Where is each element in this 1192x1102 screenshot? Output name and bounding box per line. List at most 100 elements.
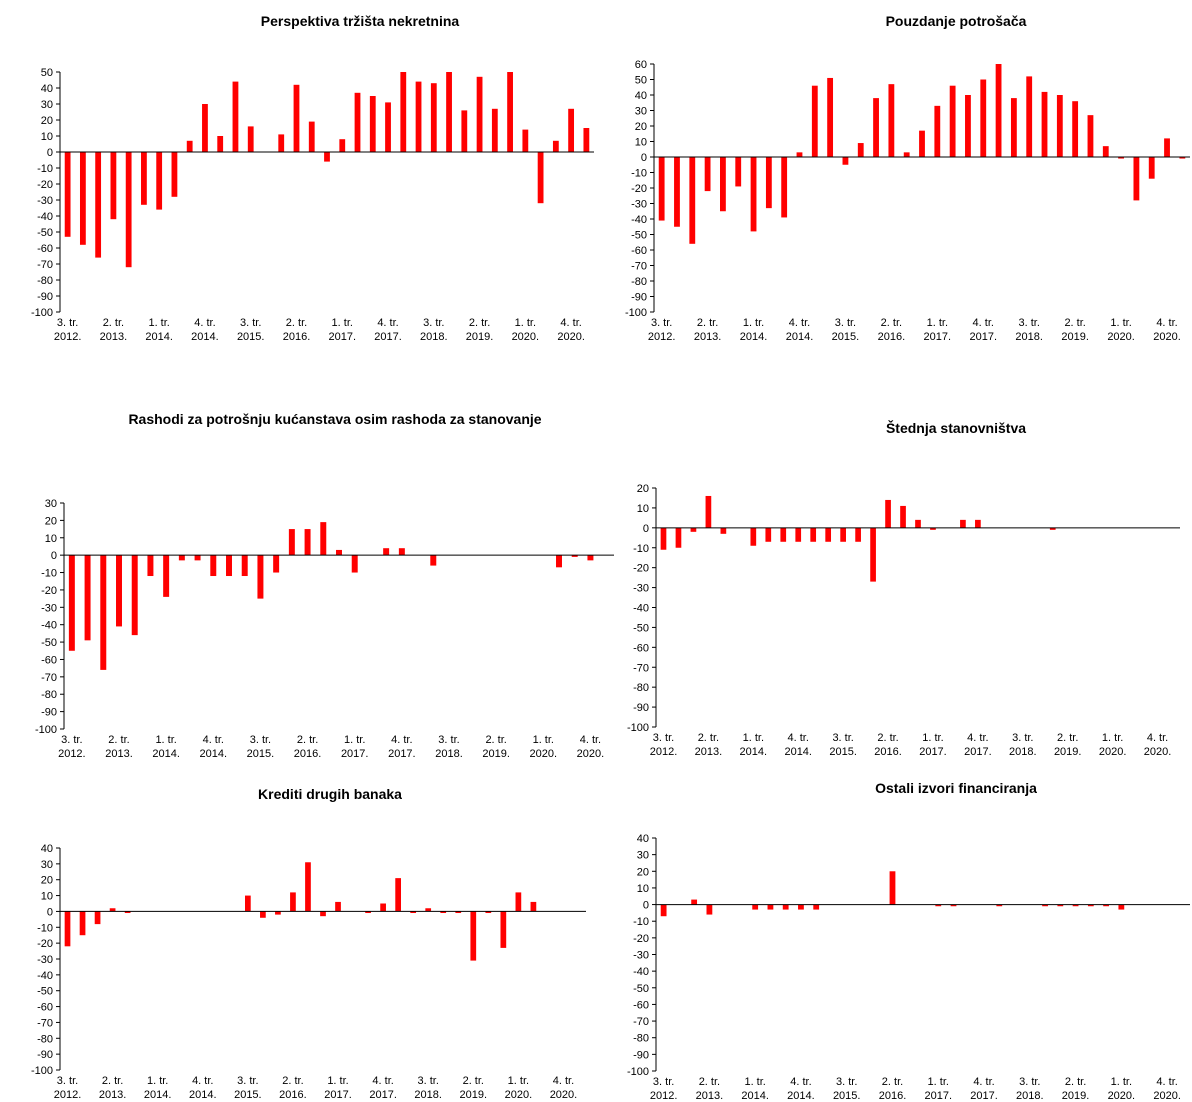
bar — [260, 911, 266, 918]
y-tick-label: -60 — [633, 999, 649, 1011]
y-tick-label: -30 — [41, 602, 57, 614]
bar — [308, 121, 315, 152]
x-tick-label-year: 2013. — [695, 746, 723, 758]
y-tick-label: -50 — [37, 227, 53, 239]
y-tick-label: -100 — [627, 1066, 649, 1078]
bar — [257, 555, 264, 599]
x-tick-label-year: 2019. — [482, 748, 510, 760]
x-tick-label-year: 2018. — [435, 748, 463, 760]
x-tick-label-quarter: 2. tr. — [102, 1075, 123, 1087]
x-tick-label-year: 2012. — [650, 1090, 678, 1102]
bar — [689, 157, 696, 244]
x-tick-label-quarter: 1. tr. — [922, 732, 943, 744]
x-tick-label-quarter: 3. tr. — [1019, 1076, 1040, 1088]
y-tick-label: 10 — [637, 883, 649, 895]
x-tick-label-quarter: 2. tr. — [108, 734, 129, 746]
x-tick-label-quarter: 1. tr. — [155, 734, 176, 746]
bar — [440, 911, 447, 914]
bar — [857, 143, 864, 157]
bar — [798, 904, 804, 910]
y-tick-label: -20 — [37, 938, 53, 950]
bar — [217, 136, 224, 152]
y-tick-label: 0 — [643, 900, 649, 912]
x-tick-label-quarter: 1. tr. — [1102, 732, 1123, 744]
bar — [64, 152, 71, 237]
x-tick-label-quarter: 1. tr. — [148, 317, 169, 329]
x-tick-label-year: 2017. — [341, 748, 369, 760]
y-tick-label: -100 — [35, 724, 57, 736]
bar — [949, 85, 956, 157]
x-tick-label-quarter: 4. tr. — [203, 734, 224, 746]
x-tick-label-year: 2020. — [1108, 1090, 1136, 1102]
x-tick-label-quarter: 1. tr. — [743, 317, 764, 329]
x-tick-label-quarter: 1. tr. — [744, 1076, 765, 1088]
bar — [930, 527, 936, 530]
bar — [583, 128, 590, 152]
bar — [752, 904, 759, 910]
x-tick-label-year: 2020. — [530, 748, 558, 760]
y-tick-label: -90 — [633, 1049, 649, 1061]
x-tick-label-year: 2018. — [1009, 746, 1037, 758]
bar — [400, 72, 407, 152]
chart-title: Štednja stanovništva — [885, 420, 1027, 436]
y-tick-label: -80 — [633, 682, 649, 694]
chart-title: Ostali izvori financiranja — [875, 780, 1037, 796]
x-tick-label-quarter: 2. tr. — [1065, 1076, 1086, 1088]
x-tick-label-year: 2014. — [152, 748, 180, 760]
x-tick-label-quarter: 4. tr. — [790, 1076, 811, 1088]
bar — [960, 519, 966, 528]
y-tick-label: -90 — [631, 292, 647, 304]
x-tick-label-year: 2016. — [878, 331, 906, 343]
bar — [446, 72, 452, 152]
y-tick-label: -30 — [633, 950, 649, 962]
bar — [1148, 157, 1155, 179]
x-tick-label-quarter: 3. tr. — [832, 732, 853, 744]
y-tick-label: -70 — [633, 1016, 649, 1028]
x-tick-label-quarter: 1. tr. — [1110, 317, 1131, 329]
bar — [476, 76, 483, 152]
x-tick-label-quarter: 4. tr. — [973, 1076, 994, 1088]
bar — [935, 904, 942, 907]
bar — [320, 522, 327, 556]
y-tick-label: -100 — [627, 722, 649, 734]
bar — [765, 157, 772, 209]
bar — [415, 81, 422, 152]
x-tick-label-year: 2015. — [833, 1090, 861, 1102]
y-tick-label: -80 — [37, 275, 53, 287]
x-tick-label-quarter: 2. tr. — [1057, 732, 1078, 744]
x-tick-label-quarter: 2. tr. — [699, 1076, 720, 1088]
bar — [720, 157, 726, 212]
x-tick-label-year: 2020. — [1153, 331, 1181, 343]
bar — [241, 555, 248, 577]
x-tick-label-year: 2017. — [924, 331, 952, 343]
bar — [870, 527, 876, 582]
bar — [210, 555, 217, 577]
x-tick-label-year: 2014. — [189, 1089, 217, 1101]
y-tick-label: -30 — [37, 195, 53, 207]
x-tick-label-quarter: 3. tr. — [653, 1076, 674, 1088]
chart-title: Krediti drugih banaka — [258, 786, 402, 802]
bar — [827, 77, 834, 157]
y-tick-label: 20 — [637, 866, 649, 878]
bar — [147, 555, 154, 577]
x-tick-label-year: 2012. — [54, 331, 82, 343]
y-tick-label: -90 — [41, 707, 57, 719]
x-tick-label-year: 2013. — [100, 331, 128, 343]
bar — [304, 529, 311, 556]
bar — [500, 911, 507, 948]
bar — [410, 911, 417, 914]
y-tick-label: 30 — [41, 859, 53, 871]
x-tick-label-year: 2017. — [969, 331, 997, 343]
x-tick-label-year: 2014. — [740, 331, 768, 343]
y-tick-label: -90 — [633, 702, 649, 714]
x-tick-label-quarter: 3. tr. — [61, 734, 82, 746]
y-tick-label: 40 — [41, 83, 53, 95]
x-tick-label-year: 2012. — [648, 331, 676, 343]
bar — [660, 904, 667, 917]
x-tick-label-year: 2018. — [420, 331, 448, 343]
chart-panel-household-savings: Štednja stanovništva 20 10 0 -10 -20 -30 -40 -5… — [596, 400, 1192, 770]
bar-chart-household-savings: 20 10 0 -10 -20 -30 -40 -50 -60 -70 -80 -90 -100 3. t… — [627, 483, 1180, 758]
bar — [461, 110, 468, 152]
x-tick-label-quarter: 3. tr. — [1012, 732, 1033, 744]
bar — [873, 98, 879, 157]
